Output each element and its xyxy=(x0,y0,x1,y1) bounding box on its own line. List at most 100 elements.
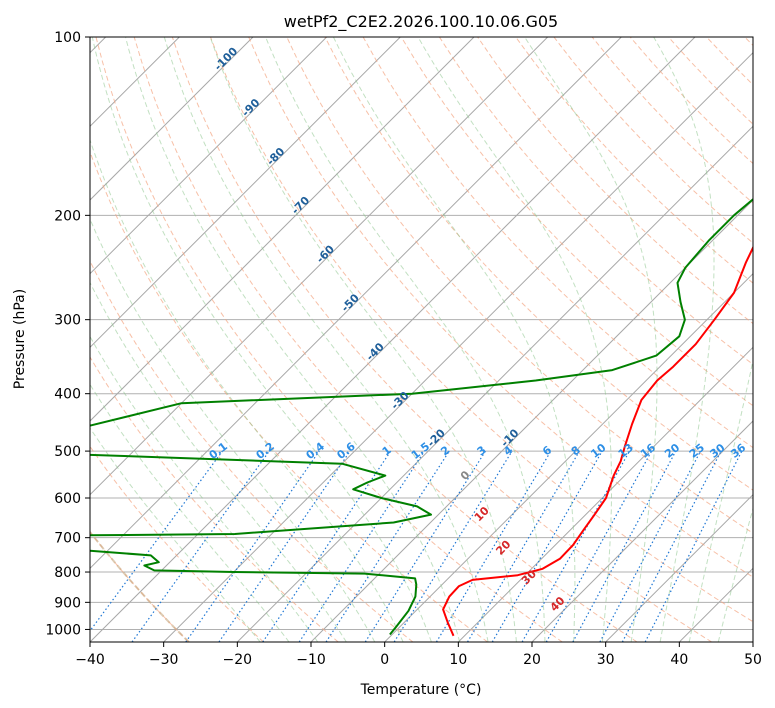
isotherm-line xyxy=(90,37,475,422)
mixing-ratio-line xyxy=(599,450,702,642)
dewpoint-profile xyxy=(90,197,753,636)
y-tick-label: 900 xyxy=(54,595,81,611)
moist-adiabat xyxy=(163,37,489,642)
mixing-ratio-label: 30 xyxy=(707,441,727,461)
y-tick-label: 600 xyxy=(54,491,81,507)
dry-adiabat xyxy=(744,37,753,47)
isotherm-line xyxy=(752,641,753,642)
mixing-ratio-label: 25 xyxy=(687,441,707,461)
mixing-ratio-line xyxy=(545,450,653,642)
x-tick-label: −30 xyxy=(149,652,179,668)
dry-adiabat xyxy=(362,37,753,449)
x-tick-label: −40 xyxy=(75,652,105,668)
y-axis-label: Pressure (hPa) xyxy=(12,289,28,389)
mixing-ratio-label: 0.6 xyxy=(334,440,358,462)
dry-adiabat xyxy=(90,445,264,642)
moist-adiabat xyxy=(524,37,658,642)
y-tick-label: 700 xyxy=(54,531,81,547)
mixing-ratio-line xyxy=(491,450,603,642)
isotherm-label: -60 xyxy=(314,242,337,265)
dry-adiabat xyxy=(668,37,753,125)
isotherm-line xyxy=(163,51,753,642)
mixing-ratio-label: 13 xyxy=(616,441,636,461)
dry-adiabat xyxy=(210,37,753,623)
isotherm-line xyxy=(531,420,753,642)
x-tick-label: 30 xyxy=(597,652,615,668)
moist-adiabat xyxy=(653,37,715,642)
moist-adiabat xyxy=(90,335,319,642)
moist-adiabat xyxy=(125,37,461,642)
moist-adiabat xyxy=(209,37,517,642)
dry-adiabat xyxy=(477,37,753,325)
x-axis-label: Temperature (°C) xyxy=(360,682,482,698)
isotherm-line xyxy=(90,37,401,349)
mixing-ratio-line xyxy=(435,450,552,642)
moist-adiabat xyxy=(90,217,376,642)
mixing-ratio-line xyxy=(185,450,320,642)
x-tick-label: 20 xyxy=(523,652,541,668)
dry-adiabat xyxy=(90,259,414,642)
x-tick-label: −10 xyxy=(296,652,326,668)
moist-adiabat xyxy=(332,37,576,642)
mixing-ratio-label: 16 xyxy=(638,441,658,461)
isotherm-label: -10 xyxy=(498,426,521,449)
mixing-ratio-line xyxy=(325,450,450,642)
y-axis-ticks: 100 200 300 400 500 600 700 800 900 1000 xyxy=(45,30,90,638)
mixing-ratio-label: 0.4 xyxy=(304,440,328,462)
dry-adiabat xyxy=(515,37,753,284)
isotherm-label: -100 xyxy=(212,44,241,73)
mixing-ratio-label: 20 xyxy=(662,441,682,461)
dry-adiabat xyxy=(324,37,753,491)
dry-adiabat xyxy=(706,37,753,86)
x-tick-label: 0 xyxy=(380,652,389,668)
isotherm-line xyxy=(310,199,753,642)
dry-adiabat xyxy=(438,37,753,366)
mixing-ratio-line xyxy=(521,450,631,642)
isotherm-label: -70 xyxy=(289,194,312,217)
mixing-ratio-line xyxy=(644,450,743,642)
dry-adiabat xyxy=(248,37,753,578)
y-tick-label: 1000 xyxy=(45,622,81,638)
isotherm-line xyxy=(90,37,328,275)
moist-adiabat xyxy=(265,37,546,642)
isotherm-label: -30 xyxy=(388,389,411,412)
isotherm-line xyxy=(384,272,753,642)
mixing-ratio-line xyxy=(262,450,392,642)
moist-adiabat-label: 40 xyxy=(548,594,568,614)
isotherm-line xyxy=(90,37,549,496)
dry-adiabat-reference xyxy=(90,530,190,642)
dry-adiabat xyxy=(400,37,753,407)
isotherm-line xyxy=(678,567,753,642)
mixing-ratio-line xyxy=(621,450,722,642)
dry-adiabat xyxy=(591,37,753,204)
y-tick-label: 400 xyxy=(54,387,81,403)
y-tick-label: 800 xyxy=(54,565,81,581)
mixing-ratio-line xyxy=(218,450,351,642)
isotherm-line xyxy=(90,37,696,642)
isotherm-line xyxy=(90,37,254,201)
dry-adiabat xyxy=(95,37,563,642)
isotherm-line xyxy=(605,493,753,642)
x-tick-label: −20 xyxy=(223,652,253,668)
dry-adiabats xyxy=(90,37,753,642)
dry-adiabat xyxy=(553,37,753,244)
dry-adiabat xyxy=(90,150,488,642)
moist-adiabat xyxy=(417,37,612,642)
moist-adiabats xyxy=(90,37,753,642)
mixing-ratio-line xyxy=(466,450,580,642)
plot-area: 0.1 0.2 0.4 0.6 1 1.5 2 3 4 6 8 10 13 16 20 25 30 36-100-… xyxy=(90,37,753,642)
y-tick-label: 300 xyxy=(54,313,81,329)
dry-adiabat xyxy=(171,37,712,642)
moist-adiabat xyxy=(90,383,290,642)
moist-adiabat-label: 20 xyxy=(493,537,513,557)
x-axis-ticks: −40 −30 −20 −10 0 10 20 30 40 50 xyxy=(75,642,762,668)
moist-adiabat xyxy=(688,358,753,642)
plot-frame xyxy=(89,36,754,643)
mixing-ratio-line xyxy=(364,450,486,642)
y-tick-label: 200 xyxy=(54,208,81,224)
y-tick-label: 100 xyxy=(54,30,81,46)
moist-adiabat xyxy=(90,427,261,642)
y-tick-label: 500 xyxy=(54,444,81,460)
isotherm-label: -50 xyxy=(339,291,362,314)
